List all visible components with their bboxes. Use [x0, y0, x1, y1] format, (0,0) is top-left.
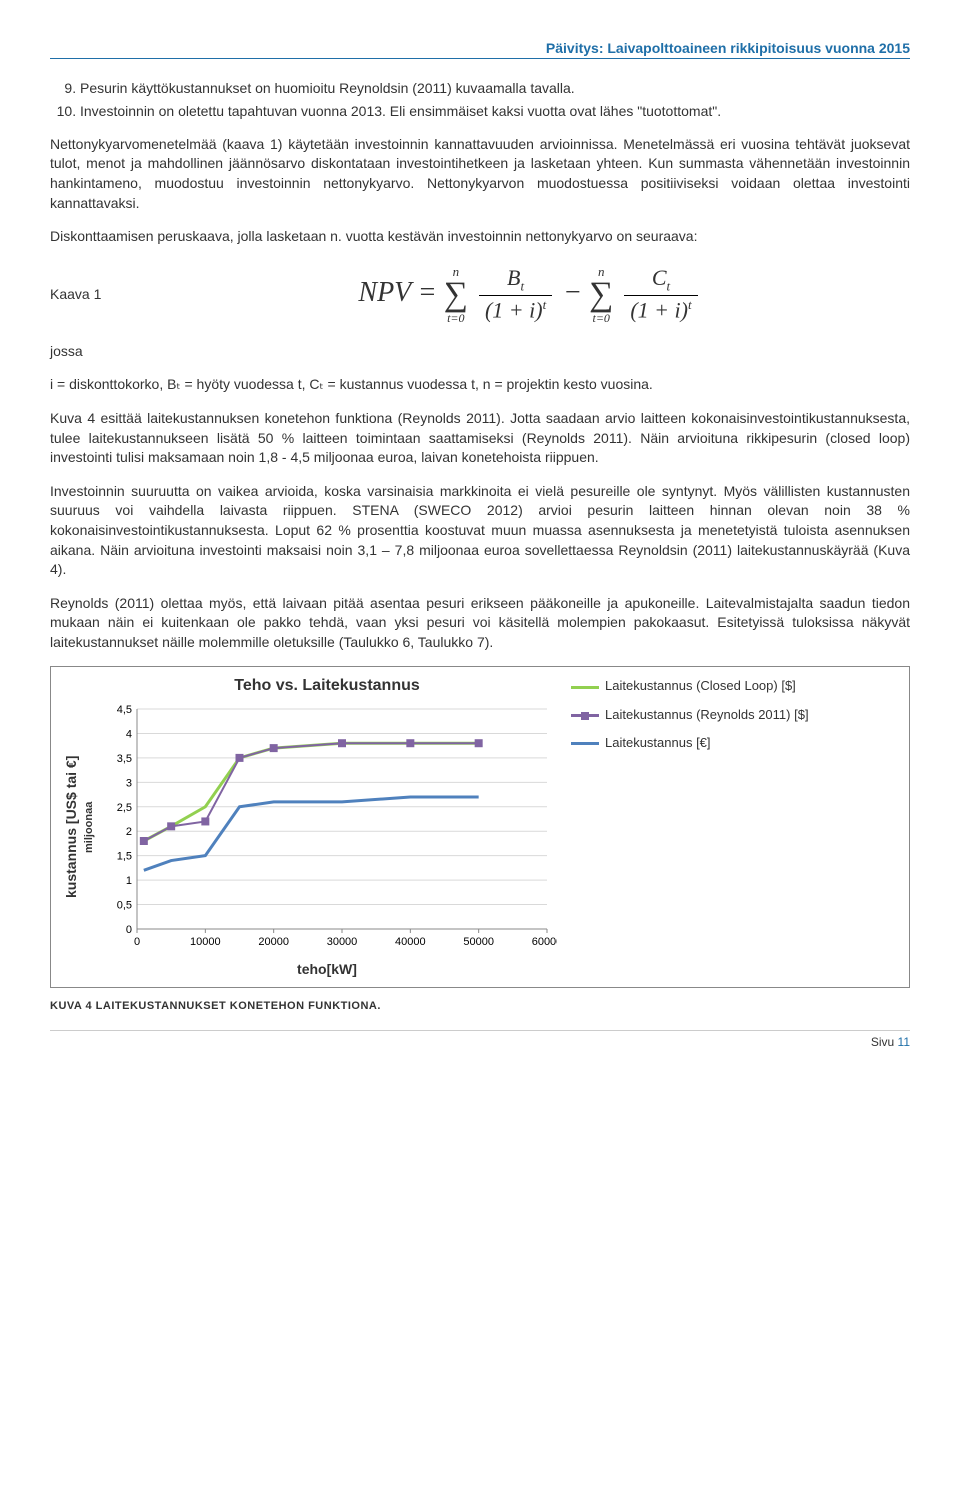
- page-footer: Sivu 11: [50, 1030, 910, 1049]
- numbered-list: Pesurin käyttökustannukset on huomioitu …: [50, 79, 910, 121]
- paragraph: jossa: [50, 342, 910, 362]
- list-item: Pesurin käyttökustannukset on huomioitu …: [80, 79, 910, 98]
- paragraph: Diskonttaamisen peruskaava, jolla lasket…: [50, 227, 910, 247]
- svg-text:1,5: 1,5: [117, 851, 132, 863]
- x-axis-label: teho[kW]: [97, 961, 557, 977]
- svg-text:0: 0: [134, 936, 140, 948]
- svg-text:2,5: 2,5: [117, 802, 132, 814]
- svg-text:2: 2: [126, 827, 132, 839]
- formula-label: Kaava 1: [50, 286, 150, 302]
- chart-container: kustannus [US$ tai €] miljoonaa Teho vs.…: [50, 666, 910, 988]
- legend-item: Laitekustannus [€]: [571, 734, 809, 752]
- y-axis-label: kustannus [US$ tai €]: [61, 677, 81, 977]
- svg-text:4: 4: [126, 729, 132, 741]
- chart-legend: Laitekustannus (Closed Loop) [$] Laitekus…: [557, 677, 809, 977]
- svg-text:1: 1: [126, 876, 132, 888]
- svg-text:60000: 60000: [532, 936, 557, 948]
- svg-text:0: 0: [126, 924, 132, 936]
- paragraph: i = diskonttokorko, Bₜ = hyöty vuodessa …: [50, 375, 910, 395]
- svg-text:30000: 30000: [327, 936, 358, 948]
- footer-label: Sivu: [871, 1035, 894, 1049]
- svg-text:10000: 10000: [190, 936, 221, 948]
- page-number: 11: [898, 1035, 910, 1049]
- y-axis-sublabel: miljoonaa: [81, 677, 97, 977]
- svg-text:0,5: 0,5: [117, 900, 132, 912]
- paragraph: Reynolds (2011) olettaa myös, että laiva…: [50, 594, 910, 653]
- svg-text:3,5: 3,5: [117, 753, 132, 765]
- paragraph: Nettonykyarvomenetelmää (kaava 1) käytet…: [50, 135, 910, 213]
- legend-item: Laitekustannus (Closed Loop) [$]: [571, 677, 809, 695]
- paragraph: Investoinnin suuruutta on vaikea arvioid…: [50, 482, 910, 580]
- page-header: Päivitys: Laivapolttoaineen rikkipitoisu…: [50, 40, 910, 59]
- list-item: Investoinnin on oletettu tapahtuvan vuon…: [80, 102, 910, 121]
- svg-text:4,5: 4,5: [117, 704, 132, 716]
- figure-caption: KUVA 4 LAITEKUSTANNUKSET KONETEHON FUNKT…: [50, 1000, 910, 1012]
- svg-text:40000: 40000: [395, 936, 426, 948]
- legend-item: Laitekustannus (Reynolds 2011) [$]: [571, 706, 809, 724]
- svg-text:20000: 20000: [258, 936, 289, 948]
- npv-formula: NPV = n∑t=0 Bt(1 + i)t − n∑t=0 Ct(1 + i)…: [150, 265, 910, 324]
- svg-text:3: 3: [126, 778, 132, 790]
- chart-plot: 0 0,5 1 1,5 2 2,5 3 3,5 4 4,5 0 10000 20000 30000 4000…: [97, 699, 557, 959]
- chart-title: Teho vs. Laitekustannus: [97, 677, 557, 695]
- svg-text:50000: 50000: [463, 936, 494, 948]
- formula-block: Kaava 1 NPV = n∑t=0 Bt(1 + i)t − n∑t=0 C…: [50, 265, 910, 324]
- paragraph: Kuva 4 esittää laitekustannuksen koneteh…: [50, 409, 910, 468]
